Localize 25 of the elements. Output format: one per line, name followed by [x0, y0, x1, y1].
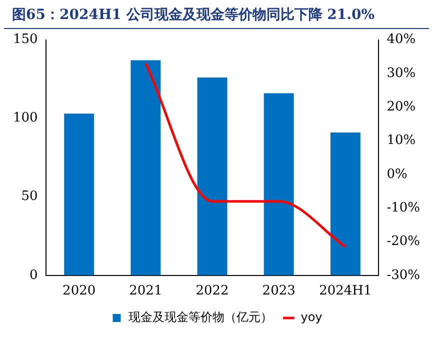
y2-tick-label: 40% — [386, 32, 416, 48]
legend-label: yoy — [300, 310, 322, 324]
x-tick-label: 2022 — [196, 284, 229, 299]
y-tick-label: 150 — [12, 32, 38, 48]
y2-tick-label: -10% — [386, 200, 420, 216]
y2-tick-label: 30% — [386, 66, 416, 81]
legend-label: 现金及现金等价物（亿元） — [128, 310, 273, 324]
x-tick-label: 2023 — [262, 284, 296, 299]
y-tick-label: 100 — [12, 110, 38, 126]
chart-title: 图65：2024H1 公司现金及现金等价物同比下降 21.0% — [4, 0, 429, 29]
y2-tick-label: 10% — [386, 133, 416, 148]
y2-tick-label: 20% — [386, 99, 416, 114]
bar — [130, 60, 161, 276]
y2-tick-label: 0% — [386, 166, 408, 182]
bar — [264, 93, 294, 276]
x-tick-label: 2020 — [62, 284, 96, 299]
bar — [330, 132, 360, 276]
x-tick-label: 2024H1 — [319, 284, 372, 299]
y-tick-label: 50 — [21, 189, 38, 204]
bar — [64, 114, 94, 276]
y2-tick-label: -20% — [386, 234, 420, 250]
bar — [197, 77, 228, 276]
y2-tick-label: -30% — [386, 268, 420, 283]
y-tick-label: 0 — [30, 268, 38, 283]
x-tick-label: 2021 — [129, 284, 162, 299]
